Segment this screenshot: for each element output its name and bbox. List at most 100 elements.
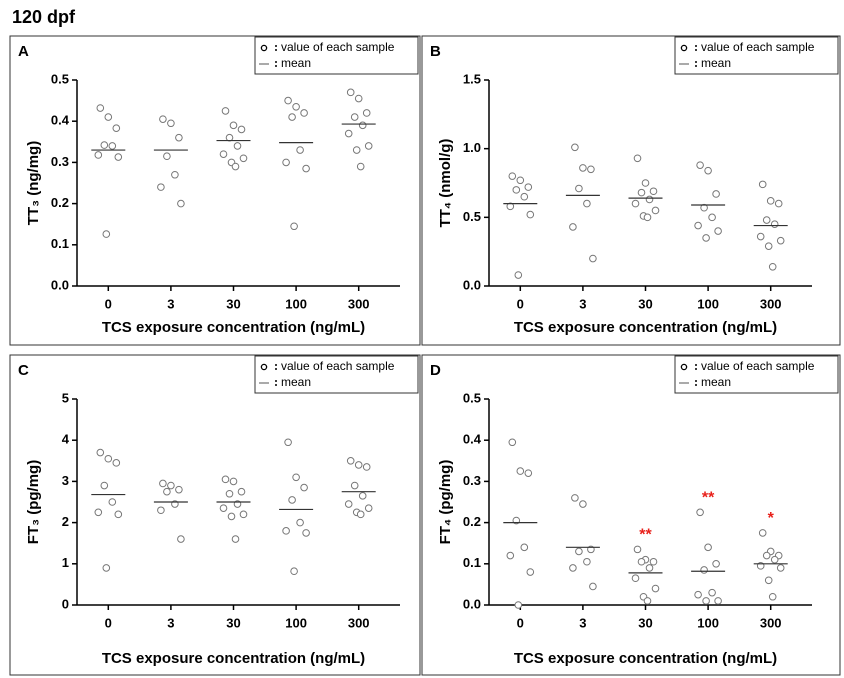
sample-point bbox=[177, 535, 185, 543]
sample-point bbox=[350, 481, 359, 490]
legend-colon bbox=[275, 368, 277, 370]
legend-colon bbox=[695, 45, 697, 47]
x-axis-title: TCS exposure concentration (ng/mL) bbox=[102, 319, 365, 336]
sample-point bbox=[631, 574, 640, 583]
legend-label: value of each sample bbox=[701, 40, 815, 54]
sample-point bbox=[296, 518, 304, 527]
sample-point bbox=[694, 590, 702, 599]
legend-label: value of each sample bbox=[701, 359, 815, 373]
sample-point bbox=[583, 557, 591, 566]
sample-point bbox=[167, 481, 175, 490]
sample-point bbox=[774, 199, 783, 208]
legend-symbol bbox=[680, 363, 688, 371]
x-tick-label: 300 bbox=[348, 296, 370, 311]
x-tick-label: 0 bbox=[105, 615, 112, 630]
y-tick-label: 1.5 bbox=[463, 71, 481, 86]
sample-point bbox=[362, 109, 371, 117]
y-tick-label: 0.4 bbox=[51, 113, 70, 128]
sample-point bbox=[100, 141, 109, 149]
sample-point bbox=[508, 172, 517, 180]
legend-colon bbox=[275, 65, 277, 67]
sample-point bbox=[175, 485, 183, 494]
sample-point bbox=[637, 557, 646, 566]
sample-point bbox=[163, 152, 171, 161]
sample-point bbox=[712, 560, 720, 568]
y-tick-label: 0.1 bbox=[463, 555, 481, 570]
sample-point bbox=[696, 508, 704, 517]
y-tick-label: 0.2 bbox=[51, 195, 69, 210]
sample-point bbox=[571, 494, 579, 502]
sample-point bbox=[354, 94, 363, 103]
legend-colon bbox=[695, 368, 697, 370]
x-tick-label: 100 bbox=[697, 615, 719, 630]
panel-label: D bbox=[430, 362, 441, 379]
sample-point bbox=[589, 254, 597, 263]
sample-point bbox=[112, 459, 121, 467]
y-tick-label: 0.5 bbox=[463, 209, 481, 224]
sample-point bbox=[108, 142, 117, 150]
sample-point bbox=[296, 146, 304, 154]
sample-point bbox=[575, 547, 583, 556]
sample-point bbox=[112, 124, 121, 133]
sample-point bbox=[104, 113, 113, 121]
legend-colon bbox=[275, 384, 277, 386]
sample-point bbox=[768, 592, 777, 601]
y-axis-title: TT₄ (nmol/g) bbox=[437, 139, 454, 228]
legend-label: value of each sample bbox=[281, 359, 395, 373]
legend-box bbox=[674, 36, 839, 75]
significance-mark: ** bbox=[639, 527, 652, 544]
sample-point bbox=[94, 151, 103, 159]
sample-point bbox=[712, 190, 720, 198]
sample-point bbox=[520, 543, 529, 552]
sample-point bbox=[514, 601, 523, 609]
sample-point bbox=[579, 500, 587, 508]
sample-point bbox=[284, 438, 292, 447]
legend-colon bbox=[695, 65, 697, 67]
sample-point bbox=[764, 576, 773, 585]
sample-point bbox=[516, 176, 525, 185]
x-tick-label: 3 bbox=[167, 615, 174, 630]
legend-box bbox=[254, 36, 419, 75]
sample-point bbox=[346, 88, 355, 97]
sample-point bbox=[231, 535, 240, 543]
x-tick-label: 3 bbox=[167, 296, 174, 311]
sample-point bbox=[649, 187, 658, 196]
sample-point bbox=[237, 487, 246, 496]
sample-point bbox=[290, 567, 298, 576]
x-tick-label: 0 bbox=[105, 296, 112, 311]
legend-symbol bbox=[260, 44, 268, 52]
y-axis-title: TT₃ (ng/mg) bbox=[25, 141, 42, 225]
sample-point bbox=[766, 197, 775, 205]
sample-point bbox=[159, 479, 167, 488]
sample-point bbox=[776, 564, 785, 572]
legend-box bbox=[254, 355, 419, 394]
sample-point bbox=[300, 483, 308, 492]
sample-point bbox=[524, 469, 533, 477]
sample-point bbox=[358, 492, 367, 500]
sample-point bbox=[524, 183, 533, 191]
sample-point bbox=[167, 119, 175, 128]
sample-point bbox=[227, 512, 236, 521]
sample-point bbox=[96, 104, 105, 112]
sample-point bbox=[508, 438, 517, 447]
sample-point bbox=[344, 500, 353, 508]
sample-point bbox=[175, 133, 183, 142]
sample-point bbox=[506, 551, 515, 560]
y-tick-label: 0.1 bbox=[51, 236, 69, 251]
x-tick-label: 30 bbox=[638, 615, 652, 630]
panel: C 0 1 2 3 4 5 0 3 30 100 300 FT₃ (pg/mg) TCS exposure… bbox=[9, 354, 421, 676]
panel: D 0.0 0.1 0.2 0.3 0.4 0.5 0 3 30 ** 100 ** 300 * FT₄ (p… bbox=[421, 354, 841, 676]
sample-point bbox=[159, 115, 167, 123]
sample-point bbox=[758, 180, 767, 189]
sample-point bbox=[225, 489, 234, 498]
sample-point bbox=[770, 220, 779, 228]
x-tick-label: 30 bbox=[226, 296, 240, 311]
y-tick-label: 2 bbox=[62, 514, 69, 529]
sample-point bbox=[645, 195, 654, 204]
sample-point bbox=[100, 481, 109, 490]
sample-point bbox=[708, 213, 716, 222]
sample-point bbox=[569, 223, 577, 231]
legend-colon bbox=[695, 380, 697, 382]
sample-point bbox=[589, 582, 597, 591]
legend-colon bbox=[695, 49, 697, 51]
